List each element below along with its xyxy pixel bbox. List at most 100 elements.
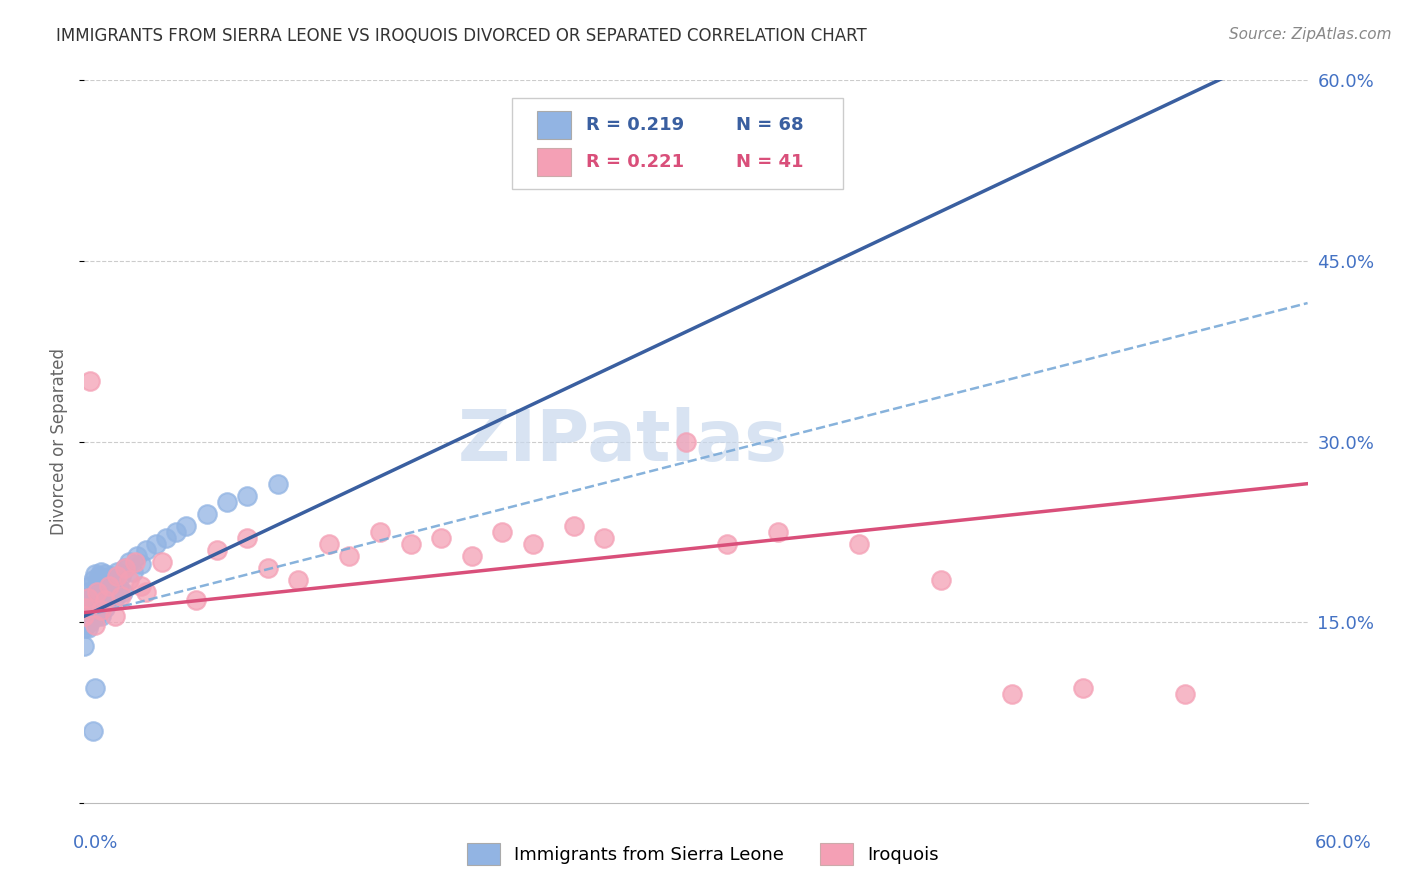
Point xyxy=(368,524,391,539)
Point xyxy=(97,576,120,591)
Point xyxy=(593,531,616,545)
Point xyxy=(131,558,153,572)
Point xyxy=(83,606,105,620)
Point xyxy=(100,585,122,599)
Text: R = 0.219: R = 0.219 xyxy=(586,116,683,134)
Point xyxy=(90,597,112,611)
Point xyxy=(1073,681,1095,696)
Point xyxy=(75,609,97,624)
Text: IMMIGRANTS FROM SIERRA LEONE VS IROQUOIS DIVORCED OR SEPARATED CORRELATION CHART: IMMIGRANTS FROM SIERRA LEONE VS IROQUOIS… xyxy=(56,27,868,45)
Point xyxy=(118,555,141,569)
Point xyxy=(90,565,112,579)
Point xyxy=(97,591,120,605)
Point xyxy=(114,561,136,575)
Point xyxy=(73,609,96,624)
Point xyxy=(716,537,738,551)
Text: N = 68: N = 68 xyxy=(737,116,804,134)
Point xyxy=(82,597,104,611)
Point xyxy=(79,374,101,388)
Point xyxy=(93,585,115,599)
Point xyxy=(93,593,115,607)
Point xyxy=(929,573,952,587)
Point xyxy=(122,565,145,579)
Point xyxy=(118,573,141,587)
Point xyxy=(87,603,110,617)
Point xyxy=(86,609,108,624)
Point xyxy=(135,585,157,599)
Text: N = 41: N = 41 xyxy=(737,153,804,170)
Point xyxy=(399,537,422,551)
Point xyxy=(73,597,96,611)
Point xyxy=(79,593,101,607)
Point xyxy=(105,569,128,583)
Point xyxy=(848,537,870,551)
Point xyxy=(195,507,218,521)
Point xyxy=(127,549,149,563)
Point xyxy=(205,542,228,557)
Point xyxy=(75,603,97,617)
Point xyxy=(522,537,544,551)
Point xyxy=(73,621,96,635)
Point xyxy=(461,549,484,563)
Point xyxy=(86,585,108,599)
Point xyxy=(82,573,104,587)
Point xyxy=(267,476,290,491)
Text: 0.0%: 0.0% xyxy=(73,834,118,852)
Point xyxy=(110,569,132,583)
Point xyxy=(77,621,100,635)
Point xyxy=(114,561,136,575)
Point xyxy=(318,537,340,551)
Point xyxy=(96,582,118,596)
Point xyxy=(79,609,101,624)
Point xyxy=(110,589,132,603)
Point xyxy=(105,565,128,579)
Text: R = 0.221: R = 0.221 xyxy=(586,153,683,170)
Point xyxy=(1174,687,1197,701)
Point xyxy=(150,555,173,569)
Point xyxy=(75,617,97,632)
Point xyxy=(73,615,96,630)
Point xyxy=(90,609,112,624)
Point xyxy=(82,723,104,738)
Point xyxy=(236,489,259,503)
Point xyxy=(430,531,453,545)
Point xyxy=(87,589,110,603)
Point xyxy=(77,606,100,620)
Point xyxy=(77,600,100,615)
Point xyxy=(135,542,157,557)
Point xyxy=(675,434,697,449)
Point xyxy=(100,569,122,583)
Point xyxy=(83,567,105,582)
Point xyxy=(93,600,115,615)
Bar xyxy=(537,148,571,176)
Point xyxy=(287,573,309,587)
Text: ZIPatlas: ZIPatlas xyxy=(457,407,787,476)
Point xyxy=(86,582,108,596)
Y-axis label: Divorced or Separated: Divorced or Separated xyxy=(51,348,69,535)
Point xyxy=(124,555,146,569)
Point xyxy=(562,518,585,533)
Point xyxy=(83,681,105,696)
Point xyxy=(145,537,167,551)
Point xyxy=(155,531,177,545)
Point xyxy=(73,609,96,624)
Point xyxy=(174,518,197,533)
Point xyxy=(86,593,108,607)
Point xyxy=(217,494,239,508)
Point xyxy=(1001,687,1024,701)
Point xyxy=(90,582,112,596)
Text: Source: ZipAtlas.com: Source: ZipAtlas.com xyxy=(1229,27,1392,42)
Point xyxy=(79,579,101,593)
Point xyxy=(83,617,105,632)
Point xyxy=(77,591,100,605)
Point xyxy=(104,591,127,605)
Point xyxy=(131,579,153,593)
Point xyxy=(83,585,105,599)
Point xyxy=(77,585,100,599)
Point xyxy=(91,575,114,590)
Point xyxy=(79,615,101,630)
Point xyxy=(91,591,114,605)
Point xyxy=(90,603,112,617)
Point xyxy=(108,582,131,596)
Point xyxy=(87,569,110,583)
